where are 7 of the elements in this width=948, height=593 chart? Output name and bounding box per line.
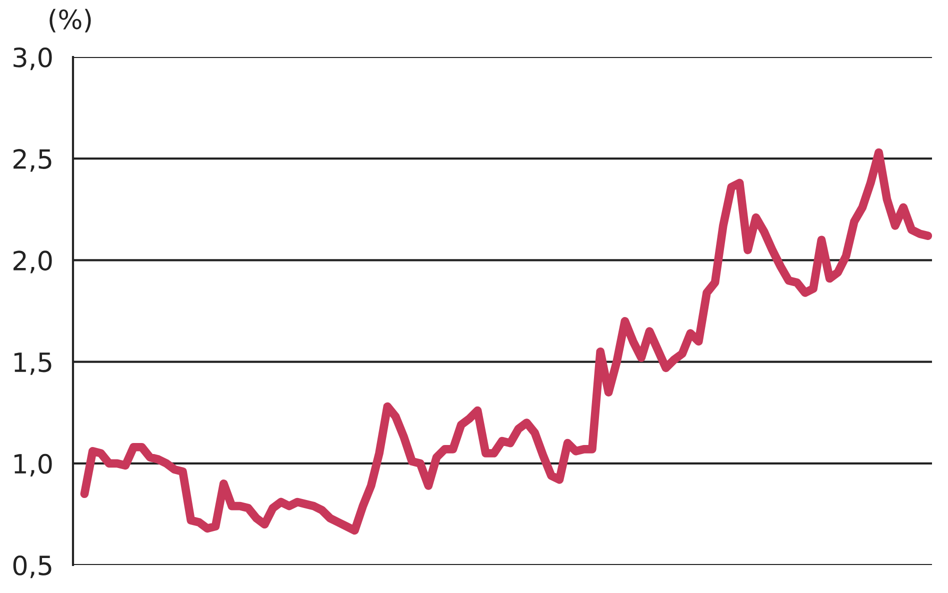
y-tick-label: 2,0 xyxy=(14,250,52,274)
y-tick-label: 2,5 xyxy=(14,149,52,172)
y-tick-label: 3,0 xyxy=(14,47,52,70)
y-tick-label: 1,5 xyxy=(14,352,52,375)
chart-title: (%) xyxy=(50,8,91,32)
y-tick-label: 1,0 xyxy=(14,454,52,476)
y-tick-label: 0,5 xyxy=(13,555,52,578)
